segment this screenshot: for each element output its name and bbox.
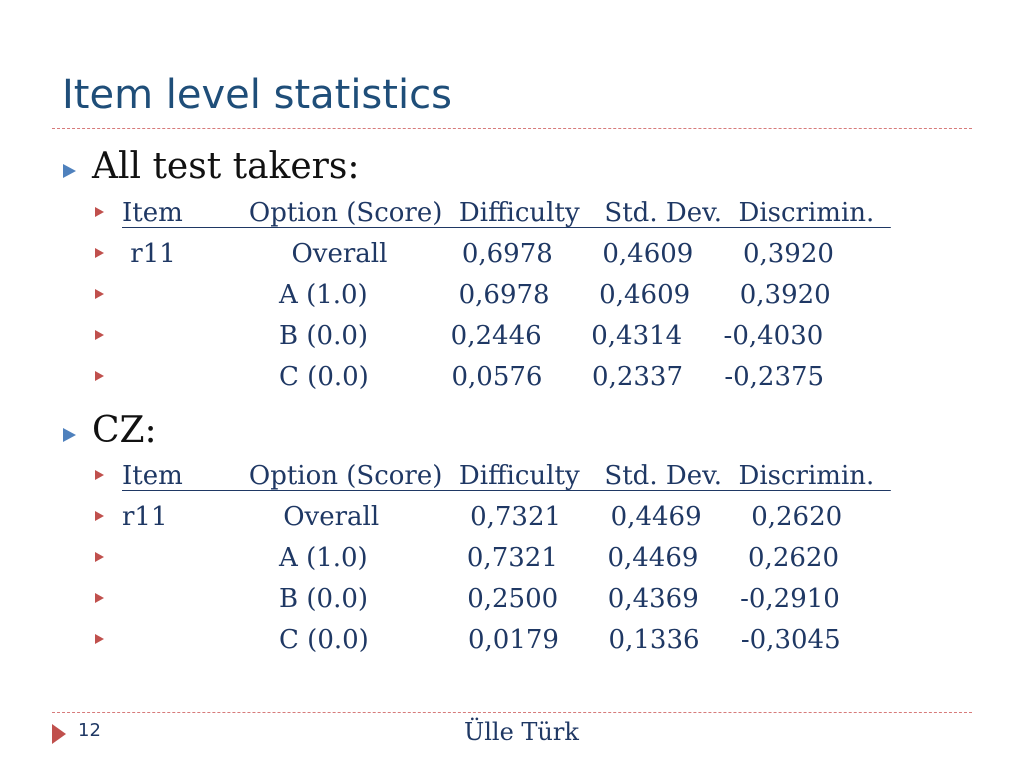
sub-bullet-arrow-icon	[95, 289, 104, 299]
table-header-row: Item Option (Score) Difficulty Std. Dev.…	[95, 461, 874, 551]
table-row-text: r11 Overall 0,7321 0,4469 0,2620	[122, 502, 843, 532]
section-heading-cz: CZ:	[63, 410, 157, 533]
table-row: A (1.0) 0,6978 0,4609 0,3920	[95, 280, 831, 370]
sub-bullet-arrow-icon	[95, 248, 104, 258]
slide-title: Item level statistics	[62, 72, 452, 118]
table-row-text: A (1.0) 0,7321 0,4469 0,2620	[122, 543, 839, 573]
sub-bullet-arrow-icon	[95, 470, 104, 480]
table-row: r11 Overall 0,7321 0,4469 0,2620	[95, 502, 842, 592]
sub-bullet-arrow-icon	[95, 371, 104, 381]
table-row: A (1.0) 0,7321 0,4469 0,2620	[95, 543, 839, 633]
table-row: r11 Overall 0,6978 0,4609 0,3920	[95, 239, 834, 329]
page-number: 12	[78, 720, 101, 741]
title-divider	[52, 128, 972, 129]
table-row-text: C (0.0) 0,0179 0,1336 -0,3045	[122, 625, 841, 655]
footer-arrow-icon	[52, 724, 66, 744]
sub-bullet-arrow-icon	[95, 552, 104, 562]
bullet-arrow-icon	[63, 428, 76, 442]
table-row: B (0.0) 0,2446 0,4314 -0,4030	[95, 321, 823, 411]
table-header-row: Item Option (Score) Difficulty Std. Dev.…	[95, 198, 874, 288]
bullet-arrow-icon	[63, 164, 76, 178]
table-row-text: C (0.0) 0,0576 0,2337 -0,2375	[122, 362, 825, 392]
table-row: C (0.0) 0,0179 0,1336 -0,3045	[95, 625, 841, 715]
footer-divider	[52, 712, 972, 713]
table-header-text: Item Option (Score) Difficulty Std. Dev.…	[122, 198, 891, 228]
sub-bullet-arrow-icon	[95, 593, 104, 603]
table-header-text: Item Option (Score) Difficulty Std. Dev.…	[122, 461, 891, 491]
table-row: B (0.0) 0,2500 0,4369 -0,2910	[95, 584, 840, 674]
table-row-text: A (1.0) 0,6978 0,4609 0,3920	[122, 280, 831, 310]
sub-bullet-arrow-icon	[95, 511, 104, 521]
sub-bullet-arrow-icon	[95, 330, 104, 340]
table-row-text: B (0.0) 0,2446 0,4314 -0,4030	[122, 321, 824, 351]
table-row-text: r11 Overall 0,6978 0,4609 0,3920	[122, 239, 834, 269]
section-heading-text: All test takers:	[92, 146, 360, 187]
sub-bullet-arrow-icon	[95, 634, 104, 644]
table-row: C (0.0) 0,0576 0,2337 -0,2375	[95, 362, 824, 452]
footer-author: Ülle Türk	[464, 718, 579, 746]
section-heading-all-test-takers: All test takers:	[63, 146, 360, 269]
table-row-text: B (0.0) 0,2500 0,4369 -0,2910	[122, 584, 840, 614]
section-heading-text: CZ:	[92, 410, 157, 451]
sub-bullet-arrow-icon	[95, 207, 104, 217]
